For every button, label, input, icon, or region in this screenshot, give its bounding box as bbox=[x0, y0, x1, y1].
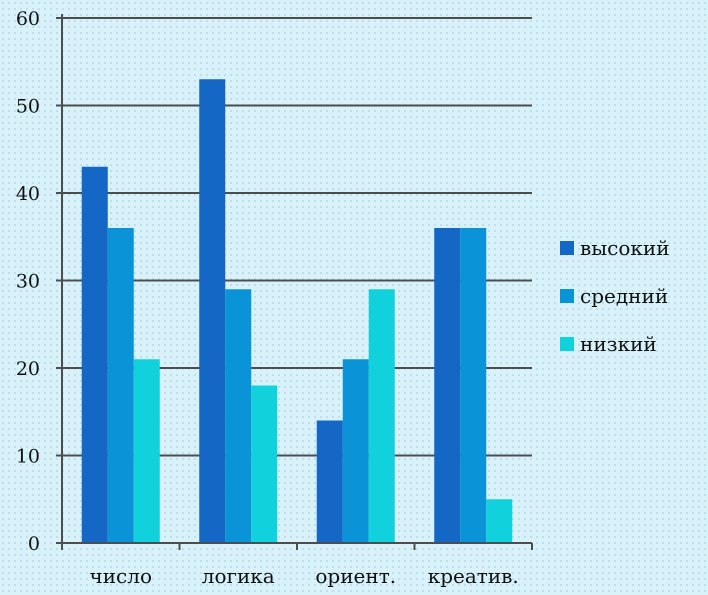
legend-label: высокий bbox=[580, 236, 670, 260]
legend-swatch bbox=[560, 289, 574, 303]
legend-swatch bbox=[560, 337, 574, 351]
bar-1-3 bbox=[460, 228, 487, 543]
y-tick-label: 0 bbox=[28, 533, 40, 555]
bar-0-1 bbox=[199, 79, 226, 543]
bar-2-1 bbox=[251, 385, 278, 543]
bar-1-2 bbox=[342, 359, 369, 543]
y-tick-label: 10 bbox=[16, 446, 40, 468]
category-label: логика bbox=[202, 564, 275, 588]
bar-0-3 bbox=[434, 228, 461, 543]
legend-label: средний bbox=[580, 284, 668, 308]
legend-label: низкий bbox=[580, 332, 657, 356]
category-label: число bbox=[90, 564, 153, 588]
legend-swatch bbox=[560, 241, 574, 255]
bar-2-2 bbox=[368, 289, 395, 543]
bar-0-0 bbox=[81, 166, 108, 543]
category-label: ориент. bbox=[315, 564, 396, 588]
bar-0-2 bbox=[316, 420, 343, 543]
y-tick-label: 40 bbox=[16, 183, 40, 205]
bar-2-0 bbox=[133, 359, 160, 543]
bars bbox=[81, 79, 513, 543]
y-tick-label: 60 bbox=[16, 8, 40, 30]
bar-1-0 bbox=[107, 228, 134, 543]
category-label: креатив. bbox=[428, 564, 519, 588]
y-tick-label: 50 bbox=[16, 96, 40, 118]
axes: 0 10 20 30 40 50 60 число логика ориент. креатив. bbox=[16, 8, 533, 588]
legend: высокий средний низкий bbox=[560, 236, 670, 356]
bar-1-1 bbox=[225, 289, 252, 543]
y-tick-label: 30 bbox=[16, 271, 40, 293]
bar-2-3 bbox=[486, 499, 513, 543]
y-tick-label: 20 bbox=[16, 358, 40, 380]
